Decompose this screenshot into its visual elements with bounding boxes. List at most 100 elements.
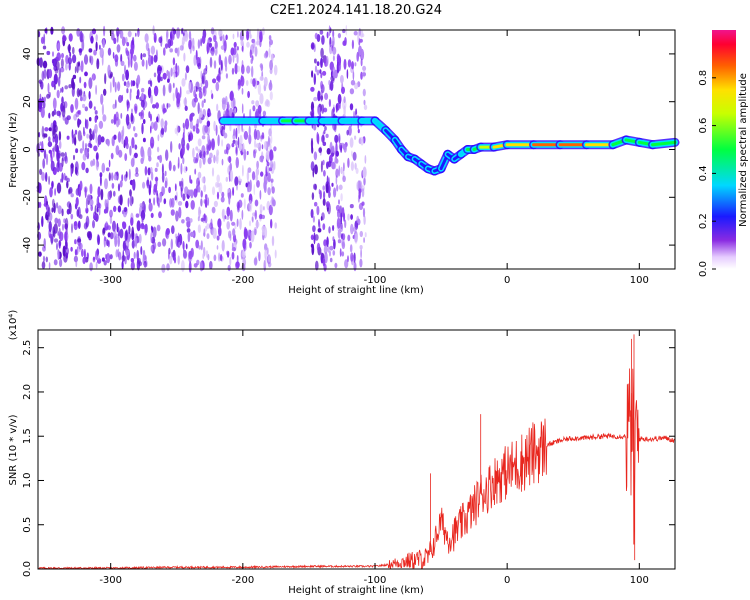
noise-blob xyxy=(236,218,239,227)
noise-blob xyxy=(48,127,52,132)
noise-blob xyxy=(74,249,78,256)
noise-blob xyxy=(150,231,153,244)
noise-blob xyxy=(213,120,216,132)
noise-blob xyxy=(111,172,114,181)
noise-blob xyxy=(110,119,114,124)
noise-blob xyxy=(331,40,335,47)
noise-blob xyxy=(156,197,160,207)
noise-blob xyxy=(310,86,315,92)
noise-blob xyxy=(193,97,198,103)
snr-x-ticks: -300 -200 -100 0 100 xyxy=(99,330,649,586)
noise-blob xyxy=(314,58,317,64)
noise-blob xyxy=(75,148,79,154)
noise-blob xyxy=(85,197,88,210)
noise-blob xyxy=(337,33,341,39)
noise-blob xyxy=(119,30,124,39)
noise-blob xyxy=(223,124,226,130)
noise-blob xyxy=(125,69,129,81)
noise-blob xyxy=(261,214,265,220)
noise-blob xyxy=(125,50,130,56)
noise-blob xyxy=(258,251,261,262)
noise-blob xyxy=(340,166,343,175)
noise-blob xyxy=(195,158,199,164)
noise-blob xyxy=(268,254,271,263)
noise-blob xyxy=(170,238,173,250)
noise-blob xyxy=(249,49,252,58)
noise-blob xyxy=(75,260,78,268)
noise-blob xyxy=(56,202,59,209)
noise-blob xyxy=(226,146,229,155)
noise-blob xyxy=(359,258,363,268)
noise-blob xyxy=(60,152,65,157)
noise-blob xyxy=(64,217,69,230)
noise-blob xyxy=(195,81,200,90)
noise-blob xyxy=(134,172,139,177)
noise-blob xyxy=(130,157,135,168)
noise-blob xyxy=(125,229,128,241)
noise-blob xyxy=(173,256,177,264)
noise-blob xyxy=(228,156,232,163)
noise-blob xyxy=(319,69,322,74)
noise-blob xyxy=(70,193,74,198)
noise-blob xyxy=(101,162,106,173)
noise-blob xyxy=(136,249,139,261)
noise-blob xyxy=(321,104,325,114)
noise-blob xyxy=(211,138,215,151)
noise-blob xyxy=(347,59,352,68)
noise-blob xyxy=(60,178,62,183)
noise-blob xyxy=(193,263,198,268)
noise-blob xyxy=(80,135,83,141)
noise-blob xyxy=(111,182,115,189)
noise-blob xyxy=(215,124,218,136)
noise-blob xyxy=(53,202,56,214)
noise-blob xyxy=(46,50,51,56)
noise-blob xyxy=(171,27,175,39)
noise-blob xyxy=(362,166,367,179)
noise-blob xyxy=(270,134,273,144)
noise-blob xyxy=(312,167,315,178)
noise-blob xyxy=(62,34,67,42)
noise-blob xyxy=(59,66,65,73)
noise-blob xyxy=(81,161,86,171)
noise-blob xyxy=(356,51,360,62)
noise-blob xyxy=(117,205,122,213)
noise-blob xyxy=(359,38,363,43)
noise-blob xyxy=(246,41,250,48)
noise-blob xyxy=(246,30,250,41)
noise-blob xyxy=(165,177,168,188)
noise-blob xyxy=(64,85,68,90)
noise-blob xyxy=(120,53,123,63)
noise-blob xyxy=(349,244,353,253)
noise-blob xyxy=(211,186,216,196)
noise-blob xyxy=(231,242,234,250)
noise-blob xyxy=(88,77,93,89)
noise-blob xyxy=(197,185,201,193)
noise-blob xyxy=(181,219,185,224)
noise-blob xyxy=(187,189,193,197)
noise-blob xyxy=(333,187,337,198)
noise-blob xyxy=(182,131,185,142)
noise-blob xyxy=(107,47,112,56)
noise-blob xyxy=(350,223,354,235)
noise-blob xyxy=(109,81,112,94)
noise-blob xyxy=(148,184,151,196)
noise-blob xyxy=(113,134,117,140)
noise-blob xyxy=(68,43,71,54)
noise-blob xyxy=(209,260,213,270)
noise-blob xyxy=(325,201,330,208)
noise-blob xyxy=(311,244,315,256)
noise-blob xyxy=(268,81,273,91)
noise-blob xyxy=(41,171,45,181)
figure-title: C2E1.2024.141.18.20.G24 xyxy=(270,3,442,18)
noise-blob xyxy=(164,43,169,49)
noise-blob xyxy=(140,99,145,108)
noise-blob xyxy=(228,196,231,205)
noise-blob xyxy=(351,61,354,70)
noise-blob xyxy=(217,218,222,229)
noise-blob xyxy=(157,241,162,247)
noise-blob xyxy=(264,249,267,260)
noise-blob xyxy=(52,51,54,57)
noise-blob xyxy=(337,93,342,105)
noise-blob xyxy=(63,254,68,263)
noise-blob xyxy=(316,205,320,216)
